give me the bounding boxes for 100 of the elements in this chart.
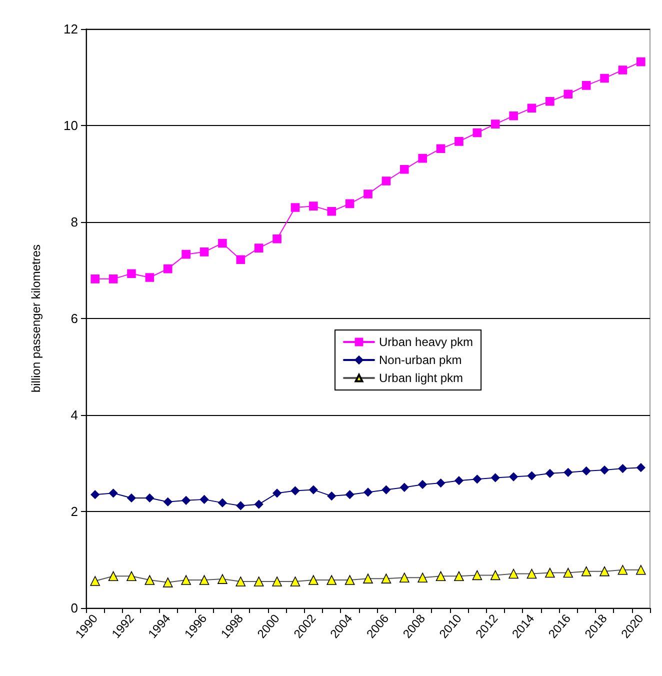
legend-label: Urban heavy pkm bbox=[379, 335, 474, 349]
legend-label: Non-urban pkm bbox=[379, 353, 462, 367]
point bbox=[418, 480, 427, 489]
y-tick-label: 10 bbox=[64, 118, 78, 133]
point bbox=[327, 206, 336, 216]
point bbox=[200, 495, 209, 504]
point bbox=[564, 468, 573, 477]
point bbox=[181, 575, 191, 585]
point bbox=[272, 576, 282, 586]
point bbox=[546, 468, 554, 478]
point bbox=[182, 250, 190, 259]
y-tick-label: 12 bbox=[64, 22, 78, 36]
point bbox=[472, 128, 482, 138]
point bbox=[400, 482, 409, 492]
point bbox=[490, 473, 500, 482]
point bbox=[290, 576, 300, 586]
point bbox=[272, 234, 282, 244]
point bbox=[145, 494, 154, 502]
point bbox=[509, 111, 518, 120]
point bbox=[363, 574, 373, 584]
point bbox=[436, 478, 446, 488]
point bbox=[218, 238, 227, 248]
point bbox=[582, 466, 591, 476]
point bbox=[618, 464, 628, 473]
point bbox=[290, 486, 300, 496]
point bbox=[108, 571, 118, 582]
point bbox=[199, 575, 210, 585]
point bbox=[127, 494, 136, 502]
point bbox=[272, 488, 282, 498]
point bbox=[182, 496, 190, 505]
point bbox=[636, 57, 646, 66]
point bbox=[472, 474, 482, 484]
point bbox=[472, 570, 482, 580]
point bbox=[563, 568, 574, 578]
point bbox=[126, 571, 136, 582]
point bbox=[326, 575, 337, 585]
y-tick-label: 6 bbox=[70, 311, 78, 326]
point bbox=[490, 570, 500, 580]
point bbox=[490, 120, 500, 128]
point bbox=[90, 274, 100, 284]
point bbox=[163, 497, 172, 506]
point bbox=[636, 564, 646, 575]
point bbox=[364, 488, 372, 497]
point bbox=[90, 490, 100, 500]
point bbox=[581, 566, 592, 576]
point bbox=[436, 144, 446, 154]
point bbox=[308, 575, 318, 585]
legend-label: Urban light pkm bbox=[379, 371, 464, 385]
y-axis-title: billion passenger kilometres bbox=[29, 244, 43, 393]
point bbox=[364, 190, 372, 198]
point bbox=[254, 500, 264, 509]
point bbox=[345, 199, 354, 208]
point bbox=[399, 572, 410, 582]
point bbox=[163, 264, 172, 274]
point bbox=[527, 471, 536, 480]
point bbox=[636, 463, 646, 472]
point bbox=[236, 576, 246, 586]
point bbox=[382, 485, 391, 494]
point bbox=[526, 568, 537, 579]
point bbox=[582, 81, 591, 90]
point bbox=[509, 472, 518, 482]
point bbox=[162, 578, 173, 588]
point bbox=[290, 203, 300, 212]
point bbox=[546, 96, 554, 106]
point bbox=[454, 571, 464, 582]
point bbox=[600, 466, 609, 474]
point bbox=[418, 572, 428, 582]
point bbox=[108, 488, 118, 498]
y-tick-label: 8 bbox=[70, 214, 78, 230]
point bbox=[564, 90, 573, 99]
point bbox=[145, 273, 154, 282]
point bbox=[618, 66, 628, 74]
point bbox=[200, 248, 209, 256]
point bbox=[218, 498, 227, 508]
point bbox=[454, 476, 464, 486]
point bbox=[144, 575, 155, 585]
point bbox=[454, 137, 464, 146]
point bbox=[309, 485, 318, 494]
y-tick-label: 4 bbox=[70, 408, 78, 422]
point bbox=[400, 165, 409, 174]
point bbox=[600, 74, 609, 83]
point bbox=[508, 568, 518, 579]
point bbox=[618, 564, 628, 575]
y-tick-label: 0 bbox=[70, 600, 78, 616]
point bbox=[309, 202, 318, 210]
point bbox=[327, 492, 336, 500]
point bbox=[545, 568, 555, 578]
point bbox=[254, 576, 264, 586]
point bbox=[218, 574, 228, 584]
point bbox=[600, 566, 610, 576]
point bbox=[127, 269, 136, 278]
point bbox=[344, 575, 355, 585]
point bbox=[381, 574, 392, 584]
y-tick-label: 2 bbox=[70, 504, 78, 519]
point bbox=[254, 244, 264, 252]
point bbox=[436, 571, 446, 582]
point bbox=[108, 274, 118, 284]
point bbox=[418, 154, 427, 163]
point bbox=[527, 104, 536, 113]
point bbox=[90, 576, 100, 586]
